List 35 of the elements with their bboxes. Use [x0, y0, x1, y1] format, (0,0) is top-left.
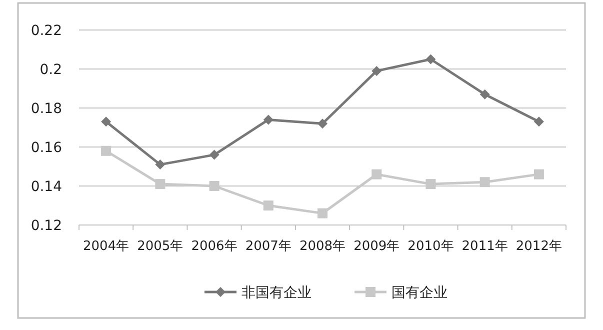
- point: [209, 150, 220, 160]
- x-tick-label: 2006年: [191, 239, 238, 254]
- y-tick-label: 0.16: [30, 140, 62, 156]
- y-tick-label: 0.22: [30, 23, 62, 39]
- point: [155, 179, 166, 190]
- point: [534, 169, 544, 180]
- y-tick-label: 0.2: [40, 62, 62, 78]
- point: [263, 114, 274, 125]
- point: [372, 66, 382, 76]
- point: [480, 177, 490, 188]
- x-tick-label: 2011年: [462, 239, 508, 254]
- point: [534, 116, 544, 127]
- point: [426, 179, 436, 190]
- point: [318, 208, 328, 218]
- x-tick-label: 2004年: [83, 239, 130, 254]
- y-tick-label: 0.12: [30, 218, 62, 234]
- point: [101, 116, 112, 127]
- point: [101, 146, 112, 156]
- y-tick-label: 0.14: [30, 179, 62, 195]
- point: [426, 54, 436, 64]
- x-tick-label: 2007年: [245, 239, 292, 254]
- point: [209, 181, 220, 191]
- x-tick-label: 2010年: [408, 239, 454, 254]
- point: [318, 118, 328, 129]
- point: [263, 200, 274, 210]
- legend-label: 非国有企业: [242, 285, 312, 301]
- x-tick-label: 2008年: [299, 239, 346, 254]
- point: [372, 169, 382, 180]
- x-tick-label: 2005年: [137, 239, 184, 254]
- point: [155, 160, 166, 170]
- x-tick-label: 2009年: [354, 239, 400, 254]
- legend-label: 国有企业: [392, 285, 448, 301]
- point: [480, 89, 490, 100]
- x-tick-label: 2012年: [516, 239, 562, 254]
- y-tick-label: 0.18: [30, 101, 62, 117]
